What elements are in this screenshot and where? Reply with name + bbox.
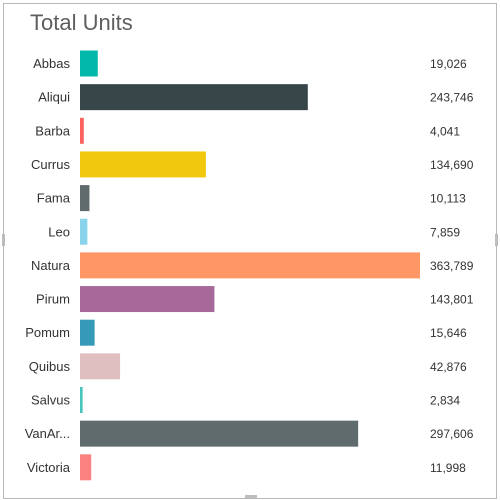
category-label-salvus: Salvus: [31, 393, 71, 408]
category-label-barba: Barba: [35, 123, 70, 138]
data-label-vanar: 297,606: [430, 427, 474, 441]
data-label-pomum: 15,646: [430, 326, 467, 340]
bar-leo[interactable]: [80, 218, 88, 245]
resize-handle-bottom[interactable]: [245, 495, 257, 498]
data-label-fama: 10,113: [430, 192, 466, 206]
bar-abbas[interactable]: [80, 50, 98, 77]
category-label-aliqui: Aliqui: [38, 90, 70, 105]
category-label-pirum: Pirum: [36, 292, 70, 307]
bar-vanar[interactable]: [80, 420, 359, 447]
bar-pirum[interactable]: [80, 286, 215, 313]
bar-currus[interactable]: [80, 151, 206, 178]
bar-victoria[interactable]: [80, 454, 92, 481]
category-label-pomum: Pomum: [25, 325, 70, 340]
data-label-victoria: 11,998: [430, 461, 466, 475]
category-label-natura: Natura: [31, 258, 71, 273]
data-label-abbas: 19,026: [430, 57, 467, 71]
bar-quibus[interactable]: [80, 353, 121, 380]
bar-barba[interactable]: [80, 117, 84, 144]
data-label-aliqui: 243,746: [430, 91, 474, 105]
category-label-fama: Fama: [37, 191, 71, 206]
data-label-leo: 7,859: [430, 225, 460, 239]
bar-fama[interactable]: [80, 185, 90, 212]
data-label-barba: 4,041: [430, 124, 460, 138]
category-label-abbas: Abbas: [33, 56, 70, 71]
category-label-victoria: Victoria: [27, 460, 71, 475]
data-label-natura: 363,789: [430, 259, 474, 273]
category-label-currus: Currus: [31, 157, 71, 172]
data-label-pirum: 143,801: [430, 293, 474, 307]
category-label-quibus: Quibus: [29, 359, 71, 374]
data-label-quibus: 42,876: [430, 360, 467, 374]
data-label-currus: 134,690: [430, 158, 474, 172]
bar-salvus[interactable]: [80, 387, 83, 413]
resize-handle-left[interactable]: [2, 234, 5, 246]
bar-natura[interactable]: [80, 252, 420, 279]
data-label-salvus: 2,834: [430, 394, 460, 408]
bar-pomum[interactable]: [80, 319, 95, 346]
bar-aliqui[interactable]: [80, 84, 308, 111]
resize-handle-right[interactable]: [495, 234, 498, 246]
chart-title: Total Units: [30, 10, 133, 35]
category-label-vanar: VanAr...: [25, 426, 70, 441]
category-label-leo: Leo: [48, 224, 70, 239]
